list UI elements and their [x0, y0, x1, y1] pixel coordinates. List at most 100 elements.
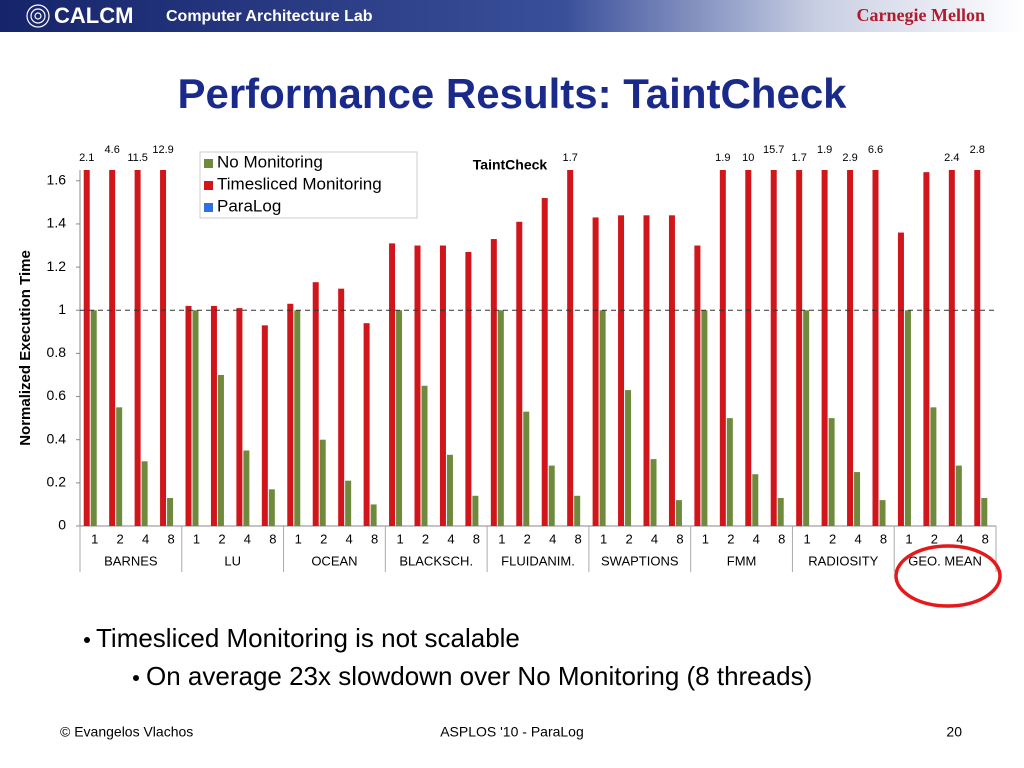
value-label: 12.9 — [152, 144, 173, 156]
y-tick-label: 0 — [58, 517, 66, 533]
bar — [618, 215, 625, 527]
value-label: 6.6 — [868, 144, 883, 156]
y-tick-label: 0.8 — [47, 344, 67, 360]
group-label: OCEAN — [311, 553, 357, 568]
bar — [319, 439, 326, 526]
x-tick-label: 8 — [473, 531, 480, 546]
bar — [338, 288, 345, 526]
x-tick-label: 2 — [625, 531, 632, 546]
legend-label: ParaLog — [217, 196, 281, 215]
bar — [981, 497, 988, 526]
bar — [134, 170, 141, 526]
bar — [414, 245, 421, 527]
bar — [465, 251, 472, 526]
y-axis-label: Normalized Execution Time — [17, 250, 34, 446]
bar — [948, 170, 955, 526]
bar — [770, 170, 777, 526]
x-tick-label: 1 — [804, 531, 811, 546]
y-tick-label: 1 — [58, 301, 66, 317]
x-tick-label: 2 — [829, 531, 836, 546]
bullet — [84, 637, 90, 643]
value-label: 15.7 — [763, 144, 784, 156]
footer-left: © Evangelos Vlachos — [60, 724, 193, 740]
legend-swatch — [204, 181, 213, 190]
y-tick-label: 0.6 — [47, 387, 67, 403]
bar — [625, 390, 632, 526]
x-tick-label: 4 — [447, 531, 454, 546]
value-label: 2.8 — [970, 144, 985, 156]
y-tick-label: 1.2 — [47, 258, 67, 274]
bar — [897, 232, 904, 526]
bar — [796, 170, 803, 526]
bar — [745, 170, 752, 526]
bar — [828, 418, 835, 526]
bar — [116, 407, 123, 526]
bar — [955, 465, 962, 526]
x-tick-label: 1 — [600, 531, 607, 546]
group-label: FMM — [727, 553, 757, 568]
bar — [567, 170, 574, 526]
university: Carnegie Mellon — [857, 5, 985, 25]
bar — [497, 310, 504, 526]
x-tick-label: 4 — [651, 531, 658, 546]
bar — [160, 170, 167, 526]
value-label: 2.1 — [79, 152, 94, 164]
bar — [592, 217, 599, 526]
y-tick-label: 1.4 — [47, 215, 67, 231]
bar — [185, 305, 192, 526]
value-label: 10 — [742, 152, 754, 164]
x-tick-label: 1 — [193, 531, 200, 546]
bar — [777, 497, 784, 526]
bar — [803, 310, 810, 526]
group-label: GEO. MEAN — [908, 553, 982, 568]
footer-center: ASPLOS '10 - ParaLog — [440, 724, 584, 740]
slide-title: Performance Results: TaintCheck — [177, 70, 847, 117]
x-tick-label: 8 — [676, 531, 683, 546]
x-tick-label: 1 — [498, 531, 505, 546]
highlight-circle — [894, 544, 1002, 608]
bar — [90, 310, 97, 526]
x-tick-label: 2 — [117, 531, 124, 546]
bar — [821, 170, 828, 526]
x-tick-label: 4 — [244, 531, 251, 546]
value-label: 4.6 — [105, 144, 120, 156]
bar — [548, 465, 555, 526]
sub-bullet-text: On average 23x slowdown over No Monitori… — [146, 661, 812, 691]
bar — [268, 489, 275, 526]
bar — [192, 310, 199, 526]
bar — [396, 310, 403, 526]
bar — [217, 374, 224, 526]
bar — [694, 245, 701, 527]
y-tick-label: 1.6 — [47, 171, 67, 187]
x-tick-label: 8 — [371, 531, 378, 546]
x-tick-label: 8 — [880, 531, 887, 546]
bar — [363, 323, 370, 526]
bar — [668, 215, 675, 527]
legend-label: No Monitoring — [217, 152, 323, 171]
y-tick-label: 0.4 — [47, 430, 67, 446]
bar — [370, 504, 377, 526]
x-tick-label: 8 — [269, 531, 276, 546]
bar — [854, 472, 861, 526]
value-label: 2.4 — [944, 152, 959, 164]
x-tick-label: 2 — [422, 531, 429, 546]
bar — [345, 480, 352, 526]
bar — [109, 170, 116, 526]
logo-icon — [26, 4, 50, 28]
bar — [847, 170, 854, 526]
value-label: 11.5 — [127, 152, 148, 164]
legend-box — [199, 151, 418, 219]
bar — [643, 215, 650, 527]
lab-name: Computer Architecture Lab — [166, 8, 373, 25]
bar — [719, 170, 726, 526]
y-tick-label: 0.2 — [47, 474, 67, 490]
bullet — [133, 675, 139, 681]
bar — [599, 310, 606, 526]
x-tick-label: 1 — [295, 531, 302, 546]
logo-text: CALCM — [54, 3, 133, 28]
bar — [879, 500, 886, 526]
group-label: SWAPTIONS — [601, 553, 679, 568]
x-tick-label: 2 — [931, 531, 938, 546]
bars — [83, 170, 988, 527]
